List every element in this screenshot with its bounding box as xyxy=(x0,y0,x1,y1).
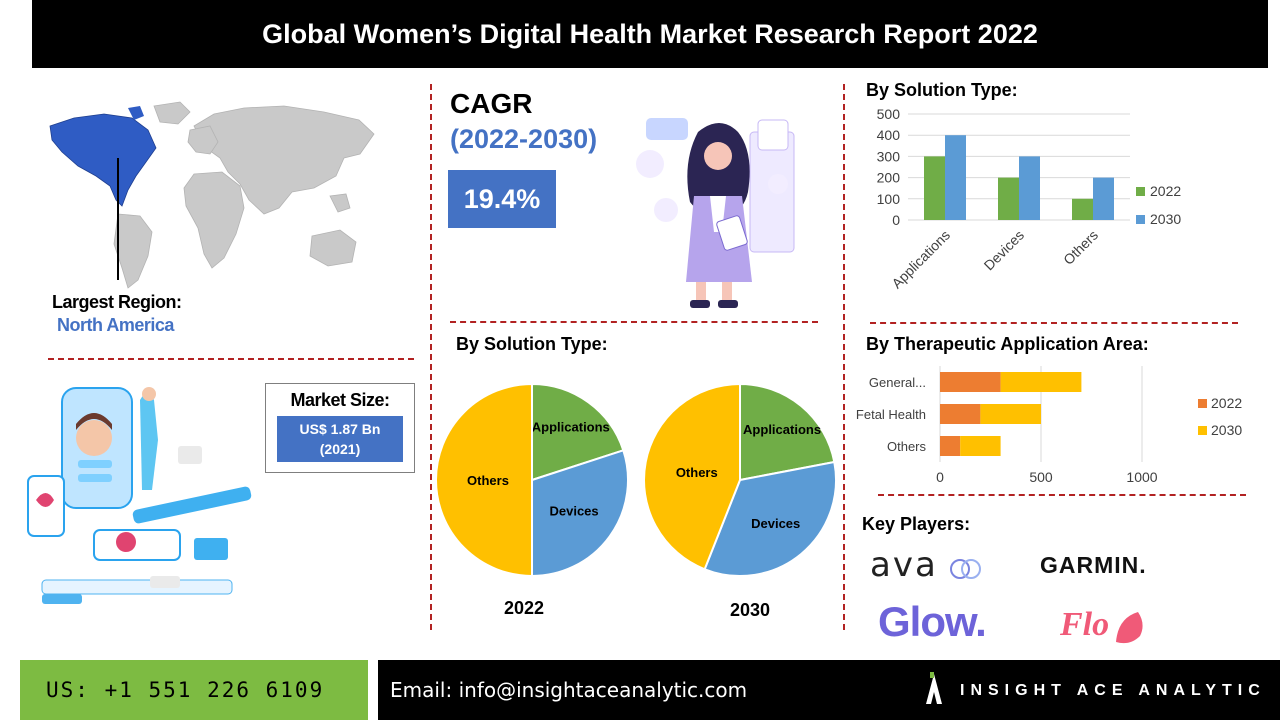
solution-pie-2030: Applications Devices Others xyxy=(643,382,837,577)
bar2-legend-label: 2030 xyxy=(1211,422,1242,438)
pie-slice-applications xyxy=(739,382,836,482)
therapeutic-title: By Therapeutic Application Area: xyxy=(866,334,1149,354)
bar1-legend-label: 2022 xyxy=(1150,183,1181,199)
bar1-ytick: 400 xyxy=(877,127,901,143)
pie-slice-devices xyxy=(703,460,837,577)
pie-slice-label: Devices xyxy=(751,516,800,531)
bar2-legend-swatch xyxy=(1198,399,1207,408)
cagr-value: 19.4% xyxy=(448,170,556,228)
footer-bar: Email: info@insightaceanalytic.com INSIG… xyxy=(378,660,1280,720)
bar1-category-label: Applications xyxy=(888,227,953,292)
solution-pie-2022: Applications Devices Others xyxy=(435,382,629,578)
bar1-ytick: 100 xyxy=(877,191,901,207)
bar2-category-label: Others xyxy=(887,439,927,454)
region-value: North America xyxy=(57,315,174,335)
market-size-year: (2021) xyxy=(319,441,361,457)
therapeutic-bar-chart: 0 500 1000 General... Fetal Health Others 2022… xyxy=(856,366,1242,485)
bar1-ytick: 200 xyxy=(877,170,901,186)
bar1-legend-swatch xyxy=(1136,215,1145,224)
divider-left xyxy=(430,84,432,630)
pie-slice-label: Others xyxy=(467,473,509,488)
bar1-legend-swatch xyxy=(1136,187,1145,196)
divider-cagr xyxy=(450,321,818,323)
solution-bar-chart: 0 100 200 300 400 500 Applications Devices Other… xyxy=(877,106,1182,292)
bar1-category-label: Others xyxy=(1060,227,1101,268)
divider-region xyxy=(48,358,414,360)
market-size-label: Market Size: xyxy=(290,390,390,410)
flo-feather-icon xyxy=(1116,612,1143,644)
footer-brand: INSIGHT ACE ANALYTIC xyxy=(960,682,1266,699)
glow-logo: Glow. xyxy=(878,598,987,645)
bar1-ytick: 500 xyxy=(877,106,901,122)
bar2-legend-label: 2022 xyxy=(1211,395,1242,411)
divider-right xyxy=(843,84,845,630)
doctor-illustration-icon xyxy=(636,118,795,308)
pie-slice-label: Others xyxy=(676,465,718,480)
market-size-card: Market Size: US$ 1.87 Bn (2021) xyxy=(265,383,415,473)
divider-solution-bar xyxy=(870,322,1238,324)
bar1-bar-2030 xyxy=(1019,156,1040,220)
bar2-bar-2030 xyxy=(980,404,1041,424)
ava-logo: ava xyxy=(870,545,988,589)
bar1-legend-label: 2030 xyxy=(1150,211,1181,227)
bar1-ytick: 0 xyxy=(892,212,900,228)
divider-therapeutic xyxy=(878,494,1246,496)
bar2-xtick: 1000 xyxy=(1126,469,1157,485)
region-label: Largest Region: xyxy=(52,292,182,312)
world-map-icon xyxy=(49,101,375,289)
bar1-bar-2030 xyxy=(945,135,966,220)
pie-slice-applications xyxy=(531,382,625,482)
cagr-label: CAGR xyxy=(450,88,533,119)
bar2-bar-2022 xyxy=(940,436,961,456)
pie-caption-2030: 2030 xyxy=(729,600,771,620)
solution-pie-title: By Solution Type: xyxy=(456,334,608,354)
ava-logo-text: ava xyxy=(870,545,938,585)
cagr-period: (2022-2030) xyxy=(450,124,598,154)
region-pointer-line xyxy=(117,158,119,280)
flo-logo-text: Flo xyxy=(1060,606,1110,643)
market-size-value: US$ 1.87 Bn (2021) xyxy=(277,416,403,462)
bar2-bar-2030 xyxy=(1000,372,1082,392)
pie-slice-devices xyxy=(531,449,629,578)
footer-email: Email: info@insightaceanalytic.com xyxy=(390,678,748,702)
pie-slice-label: Devices xyxy=(549,504,598,519)
bar2-category-label: General... xyxy=(869,375,926,390)
bar2-xtick: 500 xyxy=(1029,469,1053,485)
bar2-xtick: 0 xyxy=(936,469,944,485)
bar1-bar-2022 xyxy=(1072,198,1093,220)
bar2-bar-2030 xyxy=(960,436,1001,456)
bar2-legend-swatch xyxy=(1198,426,1207,435)
pie-slice-others xyxy=(643,382,741,571)
bar2-bar-2022 xyxy=(940,372,1001,392)
bar1-category-label: Devices xyxy=(981,227,1028,274)
pie-slice-label: Applications xyxy=(743,422,821,437)
pie-slice-others xyxy=(435,382,533,578)
key-players-title: Key Players: xyxy=(862,514,971,534)
solution-bar-title: By Solution Type: xyxy=(866,80,1018,100)
garmin-logo: GARMIN. xyxy=(1040,552,1147,578)
bar1-bar-2030 xyxy=(1093,177,1114,220)
bar1-bar-2022 xyxy=(998,177,1019,220)
bar1-ytick: 300 xyxy=(877,148,901,164)
digital-health-illustration-icon xyxy=(27,387,252,604)
bar2-bar-2022 xyxy=(940,404,981,424)
market-size-amount: US$ 1.87 Bn xyxy=(299,421,381,437)
page-title: Global Women’s Digital Health Market Res… xyxy=(32,0,1268,68)
ava-rings-icon xyxy=(950,559,981,579)
bar1-bar-2022 xyxy=(924,156,945,220)
insight-ace-logo-icon xyxy=(926,672,942,704)
bar2-category-label: Fetal Health xyxy=(856,407,926,422)
pie-slice-label: Applications xyxy=(532,420,610,435)
footer-phone: US: +1 551 226 6109 xyxy=(20,660,368,720)
flo-logo: Flo xyxy=(1060,606,1150,652)
pie-caption-2022: 2022 xyxy=(503,598,545,618)
